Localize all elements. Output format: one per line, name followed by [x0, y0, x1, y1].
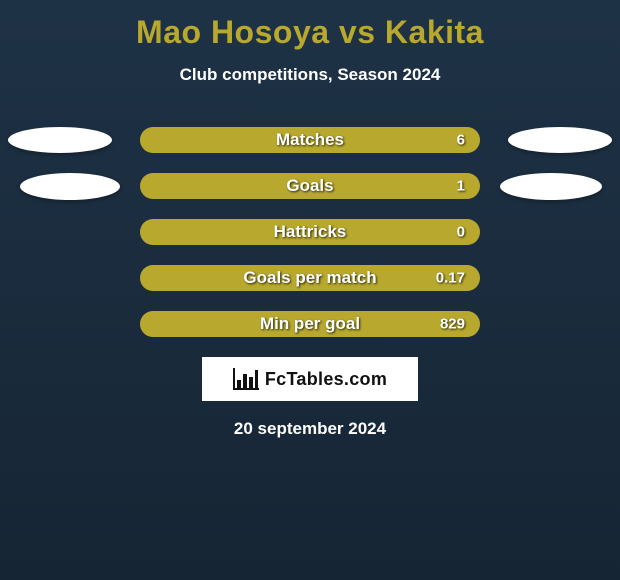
- bar-fill: [140, 219, 480, 245]
- stat-row-matches: Matches 6: [0, 127, 620, 153]
- player-marker-right: [508, 127, 612, 153]
- brand-text: FcTables.com: [265, 369, 387, 390]
- bar-chart-icon: [233, 368, 259, 390]
- player-marker-left: [20, 173, 120, 200]
- stat-rows: Matches 6 Goals 1 Hattricks 0 Goals per …: [0, 127, 620, 337]
- stat-row-min-per-goal: Min per goal 829: [0, 311, 620, 337]
- bar-fill: [140, 311, 480, 337]
- stat-row-goals: Goals 1: [0, 173, 620, 199]
- player-marker-right: [500, 173, 602, 200]
- stat-row-goals-per-match: Goals per match 0.17: [0, 265, 620, 291]
- subtitle: Club competitions, Season 2024: [0, 65, 620, 85]
- stat-row-hattricks: Hattricks 0: [0, 219, 620, 245]
- brand-badge: FcTables.com: [202, 357, 418, 401]
- date-label: 20 september 2024: [0, 419, 620, 439]
- bar-fill: [140, 173, 480, 199]
- player-marker-left: [8, 127, 112, 153]
- bar-fill: [140, 265, 480, 291]
- infographic-container: Mao Hosoya vs Kakita Club competitions, …: [0, 0, 620, 580]
- page-title: Mao Hosoya vs Kakita: [0, 14, 620, 51]
- bar-fill: [140, 127, 480, 153]
